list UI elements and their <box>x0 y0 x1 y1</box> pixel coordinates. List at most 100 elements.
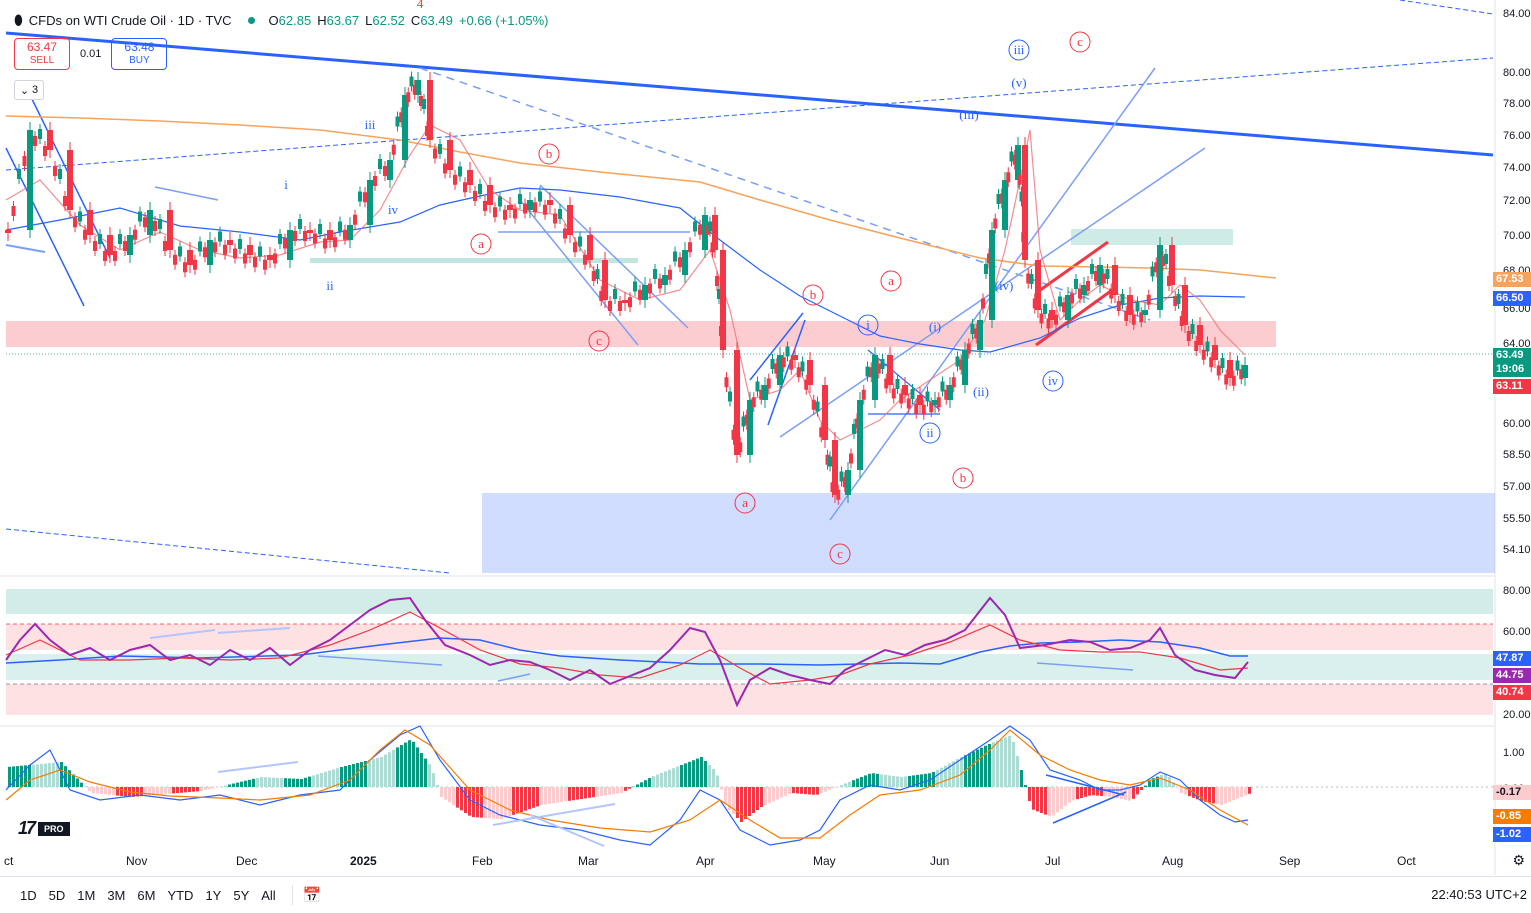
candle-body <box>708 222 712 232</box>
macd-bar <box>424 759 427 787</box>
candle-body <box>438 144 442 154</box>
macd-bar <box>1212 787 1215 803</box>
macd-bar <box>972 751 975 787</box>
macd-bar <box>848 782 851 787</box>
macd-bar <box>348 765 351 787</box>
price-tick: 54.10 <box>1503 544 1531 556</box>
macd-bar <box>436 785 439 787</box>
indicators-collapse-button[interactable]: ⌄3 <box>14 80 44 100</box>
wave-label-blue: iii <box>1014 42 1025 57</box>
candle-body <box>1202 350 1206 360</box>
macd-bar <box>220 786 223 787</box>
rsi-zone-green-top <box>6 589 1493 614</box>
price-chart[interactable]: iiiiiviii(i)(ii)ii(iii)iii(v)(iv)ivabcab… <box>0 0 1531 875</box>
macd-bar <box>384 755 387 787</box>
candle-body <box>881 359 885 369</box>
macd-bar <box>552 787 555 803</box>
macd-bar <box>28 765 31 787</box>
clock[interactable]: 22:40:53 UTC+2 <box>1431 887 1527 902</box>
candle-body <box>693 222 697 232</box>
time-tick: Mar <box>578 854 599 868</box>
rsi-tick: 20.00 <box>1503 709 1531 721</box>
macd-bar <box>356 763 359 787</box>
macd-bar <box>1064 787 1067 806</box>
macd-bar <box>896 776 899 787</box>
range-3m[interactable]: 3M <box>101 888 131 903</box>
candle-body <box>307 230 313 233</box>
macd-bar <box>108 787 111 795</box>
macd-bar <box>1044 787 1047 815</box>
macd-bar <box>380 757 383 787</box>
candle-body <box>493 207 497 217</box>
macd-bar <box>476 787 479 817</box>
macd-bar <box>276 778 279 787</box>
range-all[interactable]: All <box>255 888 281 903</box>
macd-bar <box>764 787 767 805</box>
go-to-date-icon[interactable]: 📅 <box>303 886 322 904</box>
macd-bar <box>32 765 35 787</box>
symbol-legend[interactable]: ⬮ CFDs on WTI Crude Oil · 1D · TVC O62.8… <box>14 12 548 29</box>
time-tick: Sep <box>1279 854 1301 868</box>
wave-label-red: a <box>478 236 484 251</box>
macd-bar <box>700 757 703 787</box>
range-1m[interactable]: 1M <box>71 888 101 903</box>
candle-body <box>167 210 173 250</box>
macd-bar <box>708 765 711 787</box>
ohlc-low: L62.52 <box>365 13 405 28</box>
macd-bar <box>1236 787 1239 799</box>
time-tick: ct <box>4 854 14 868</box>
logo-text: 17 <box>18 818 34 839</box>
macd-bar <box>1080 787 1083 798</box>
macd-bar <box>52 763 55 787</box>
macd-bar <box>1084 787 1087 797</box>
candle-body <box>263 260 267 270</box>
time-tick: Nov <box>126 854 147 868</box>
time-tick: 2025 <box>350 854 377 868</box>
macd-bar <box>160 787 163 794</box>
candle-body <box>143 217 147 227</box>
macd-bar <box>516 787 519 813</box>
range-ytd[interactable]: YTD <box>161 888 199 903</box>
candle-body <box>347 225 353 240</box>
candle-body <box>507 205 513 210</box>
range-5d[interactable]: 5D <box>43 888 72 903</box>
candle-body <box>1142 310 1148 315</box>
candle-body <box>303 231 307 241</box>
candle-body <box>447 140 453 170</box>
range-6m[interactable]: 6M <box>131 888 161 903</box>
macd-bar <box>432 773 435 787</box>
range-1y[interactable]: 1Y <box>199 888 227 903</box>
wave-label-blue: (iii) <box>959 107 979 122</box>
macd-bar <box>1240 787 1243 797</box>
macd-bar <box>720 787 723 790</box>
candle-body <box>338 222 342 232</box>
macd-bar <box>224 785 227 787</box>
candle-body <box>392 145 396 155</box>
price-label-ma-orange: 67.53 <box>1493 272 1531 287</box>
range-1d[interactable]: 1D <box>14 888 43 903</box>
axis-settings-icon[interactable]: ⚙ <box>1512 852 1525 869</box>
tradingview-logo[interactable]: 17 PRO <box>18 818 70 839</box>
macd-bar <box>772 787 775 801</box>
candle-body <box>118 234 122 244</box>
candle-body <box>243 254 247 264</box>
candle-body <box>402 95 408 160</box>
candle-body <box>678 257 682 267</box>
candle-body <box>98 234 102 244</box>
macd-bar <box>392 750 395 787</box>
macd-bar <box>820 787 823 793</box>
candle-body <box>415 80 421 95</box>
macd-signal-orange <box>6 730 1248 838</box>
range-5y[interactable]: 5Y <box>227 888 255 903</box>
candle-body <box>728 392 732 402</box>
macd-bar <box>420 753 423 787</box>
macd-label-c: -1.02 <box>1493 827 1531 842</box>
time-tick: Jul <box>1045 854 1060 868</box>
candle-body <box>1151 267 1155 277</box>
supply-zone-red <box>6 321 1276 347</box>
candle-body <box>138 212 142 222</box>
symbol-title[interactable]: CFDs on WTI Crude Oil · 1D · TVC <box>29 13 232 28</box>
macd-histogram <box>8 736 1251 822</box>
